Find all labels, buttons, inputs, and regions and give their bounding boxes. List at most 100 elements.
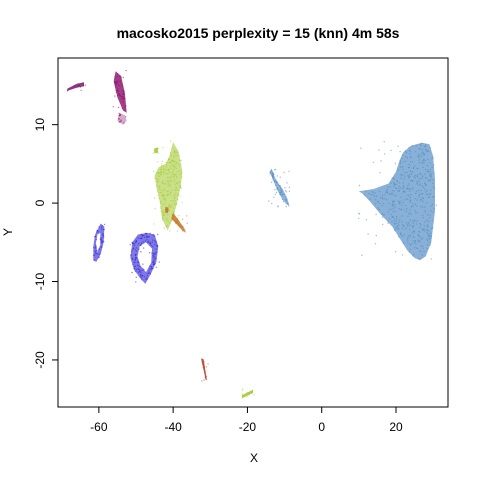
data-point bbox=[160, 200, 162, 203]
data-point bbox=[383, 153, 386, 155]
data-point bbox=[384, 198, 386, 200]
data-point bbox=[248, 393, 250, 395]
data-point bbox=[144, 236, 146, 239]
data-point bbox=[166, 194, 168, 196]
data-point bbox=[425, 184, 427, 186]
data-point bbox=[358, 213, 361, 215]
data-point bbox=[120, 83, 123, 86]
data-point bbox=[122, 76, 125, 79]
data-point bbox=[421, 149, 424, 151]
data-point bbox=[419, 223, 422, 226]
data-point bbox=[173, 207, 175, 209]
data-point bbox=[116, 80, 118, 83]
data-point bbox=[403, 190, 405, 193]
data-point bbox=[242, 389, 244, 392]
data-point bbox=[426, 190, 428, 192]
data-point bbox=[164, 189, 166, 191]
data-point bbox=[103, 223, 106, 226]
data-point bbox=[175, 173, 177, 176]
data-point bbox=[168, 158, 170, 160]
data-point bbox=[390, 213, 392, 216]
data-point bbox=[404, 171, 406, 174]
data-point bbox=[172, 200, 174, 202]
data-point bbox=[274, 193, 277, 196]
data-point bbox=[412, 205, 415, 207]
data-point bbox=[418, 196, 420, 198]
data-point bbox=[408, 167, 410, 169]
data-point bbox=[409, 209, 411, 211]
data-point bbox=[146, 278, 148, 280]
data-point bbox=[140, 272, 142, 274]
data-point bbox=[168, 194, 171, 196]
data-point bbox=[163, 214, 165, 216]
data-point bbox=[414, 165, 416, 167]
data-point bbox=[99, 253, 101, 255]
data-point bbox=[412, 255, 414, 257]
data-point bbox=[385, 190, 388, 192]
data-point bbox=[160, 172, 162, 174]
data-point bbox=[429, 235, 431, 237]
data-point bbox=[135, 247, 137, 249]
data-point bbox=[179, 195, 181, 197]
data-point bbox=[384, 194, 386, 196]
data-point bbox=[399, 159, 402, 162]
data-point bbox=[378, 149, 380, 151]
data-point bbox=[154, 258, 156, 260]
data-point bbox=[153, 151, 156, 154]
data-point bbox=[419, 231, 421, 233]
data-point bbox=[163, 173, 165, 175]
data-point bbox=[393, 184, 396, 186]
x-tick-label: 0 bbox=[318, 420, 325, 434]
data-point bbox=[162, 165, 165, 167]
data-point bbox=[381, 213, 383, 215]
data-point bbox=[426, 219, 428, 221]
data-point bbox=[174, 179, 176, 181]
data-point bbox=[420, 189, 422, 192]
data-point bbox=[161, 160, 164, 163]
data-point bbox=[180, 173, 182, 175]
data-point bbox=[158, 197, 160, 200]
data-point bbox=[137, 237, 139, 239]
data-point bbox=[426, 238, 428, 240]
data-point bbox=[415, 144, 417, 147]
data-point bbox=[115, 86, 117, 88]
data-point bbox=[424, 177, 427, 179]
data-point bbox=[426, 239, 429, 242]
data-point bbox=[157, 147, 159, 150]
data-point bbox=[431, 158, 433, 160]
data-point bbox=[283, 193, 286, 195]
data-point bbox=[386, 199, 388, 201]
data-point bbox=[429, 147, 432, 149]
chart-title: macosko2015 perplexity = 15 (knn) 4m 58s bbox=[117, 25, 400, 41]
data-point bbox=[399, 161, 402, 163]
data-point bbox=[152, 257, 155, 259]
data-point bbox=[164, 198, 166, 200]
data-point bbox=[421, 206, 424, 208]
data-point bbox=[425, 191, 427, 193]
data-point bbox=[374, 192, 376, 194]
data-point bbox=[202, 363, 204, 365]
data-point bbox=[398, 236, 400, 238]
data-point bbox=[422, 152, 424, 154]
data-point bbox=[425, 176, 428, 179]
data-point bbox=[393, 204, 396, 206]
data-point bbox=[203, 379, 205, 381]
data-point bbox=[429, 162, 431, 164]
data-point bbox=[164, 202, 166, 205]
data-point bbox=[166, 166, 168, 168]
data-point bbox=[173, 194, 175, 197]
data-point bbox=[176, 195, 179, 197]
data-point bbox=[153, 240, 156, 242]
data-point bbox=[135, 276, 137, 278]
data-point bbox=[134, 261, 136, 264]
data-point bbox=[373, 195, 376, 197]
data-point bbox=[400, 173, 402, 175]
data-point bbox=[418, 180, 420, 183]
data-point bbox=[365, 190, 367, 193]
data-point bbox=[396, 222, 398, 224]
data-point bbox=[152, 239, 154, 241]
data-point bbox=[423, 146, 426, 148]
data-point bbox=[403, 234, 405, 236]
data-point bbox=[152, 245, 154, 248]
data-point bbox=[389, 186, 391, 188]
